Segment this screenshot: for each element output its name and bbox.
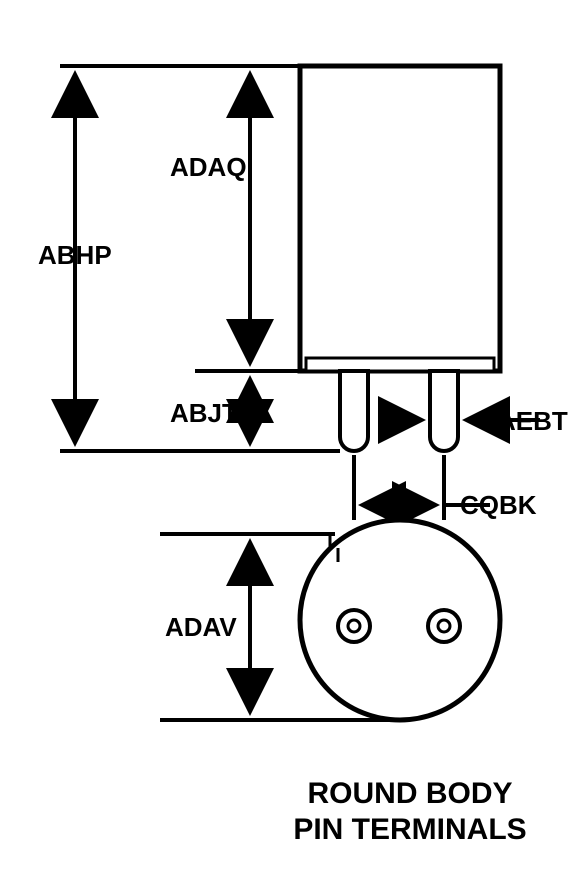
component-body-lip [306, 358, 494, 371]
diagram-title: ROUND BODY PIN TERMINALS [250, 776, 570, 848]
terminal-left-inner [348, 620, 360, 632]
terminal-right-inner [438, 620, 450, 632]
component-body [300, 66, 500, 371]
label-aebt: AEBT [497, 406, 568, 437]
label-cqbk: CQBK [460, 490, 537, 521]
pin-left-side [340, 371, 368, 451]
title-line-2: PIN TERMINALS [250, 812, 570, 848]
title-line-1: ROUND BODY [250, 776, 570, 812]
label-abhp: ABHP [38, 240, 112, 271]
label-adav: ADAV [165, 612, 237, 643]
diagram-container: ABHP ADAQ ABJT AEBT CQBK ADAV ROUND BODY… [0, 0, 583, 893]
pin-right-side [430, 371, 458, 451]
label-abjt: ABJT [170, 398, 238, 429]
label-adaq: ADAQ [170, 152, 247, 183]
technical-drawing-svg [0, 0, 583, 893]
